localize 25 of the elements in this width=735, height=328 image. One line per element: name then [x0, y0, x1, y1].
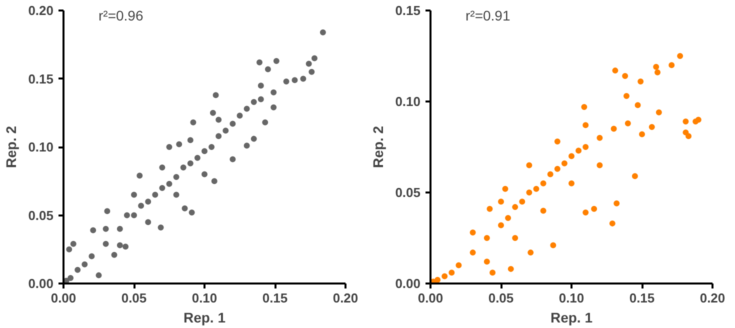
y-tick-label: 0.10 — [395, 94, 421, 109]
x-tick-label: 0.10 — [558, 290, 584, 306]
y-tick-label: 0.05 — [395, 185, 421, 200]
x-tick-label: 0.00 — [418, 290, 444, 306]
x-tick-label: 0.20 — [332, 290, 358, 306]
x-tick-label: 0.15 — [629, 290, 655, 306]
y-tick-label: 0.20 — [28, 3, 54, 18]
y-tick-label: 0.15 — [28, 71, 54, 86]
y-tick-label: 0.15 — [395, 3, 421, 18]
y-tick-label: 0.00 — [395, 276, 421, 291]
x-axis-title: Rep. 1 — [550, 310, 593, 326]
y-axis-title: Rep. 2 — [3, 126, 20, 168]
y-tick-label: 0.05 — [28, 208, 54, 223]
x-tick-label: 0.00 — [50, 290, 76, 306]
y-axis-title: Rep. 2 — [370, 126, 386, 168]
annotation: r²=0.96 — [98, 8, 144, 24]
x-tick-label: 0.05 — [121, 290, 147, 306]
x-tick-label: 0.15 — [262, 290, 288, 306]
annotation: r²=0.91 — [466, 8, 510, 24]
x-tick-label: 0.05 — [488, 290, 514, 306]
x-axis-title: Rep. 1 — [183, 310, 226, 326]
y-tick-label: 0.00 — [28, 276, 54, 291]
y-tick-label: 0.10 — [28, 140, 54, 154]
x-tick-label: 0.10 — [192, 290, 218, 306]
x-tick-label: 0.20 — [700, 290, 726, 306]
